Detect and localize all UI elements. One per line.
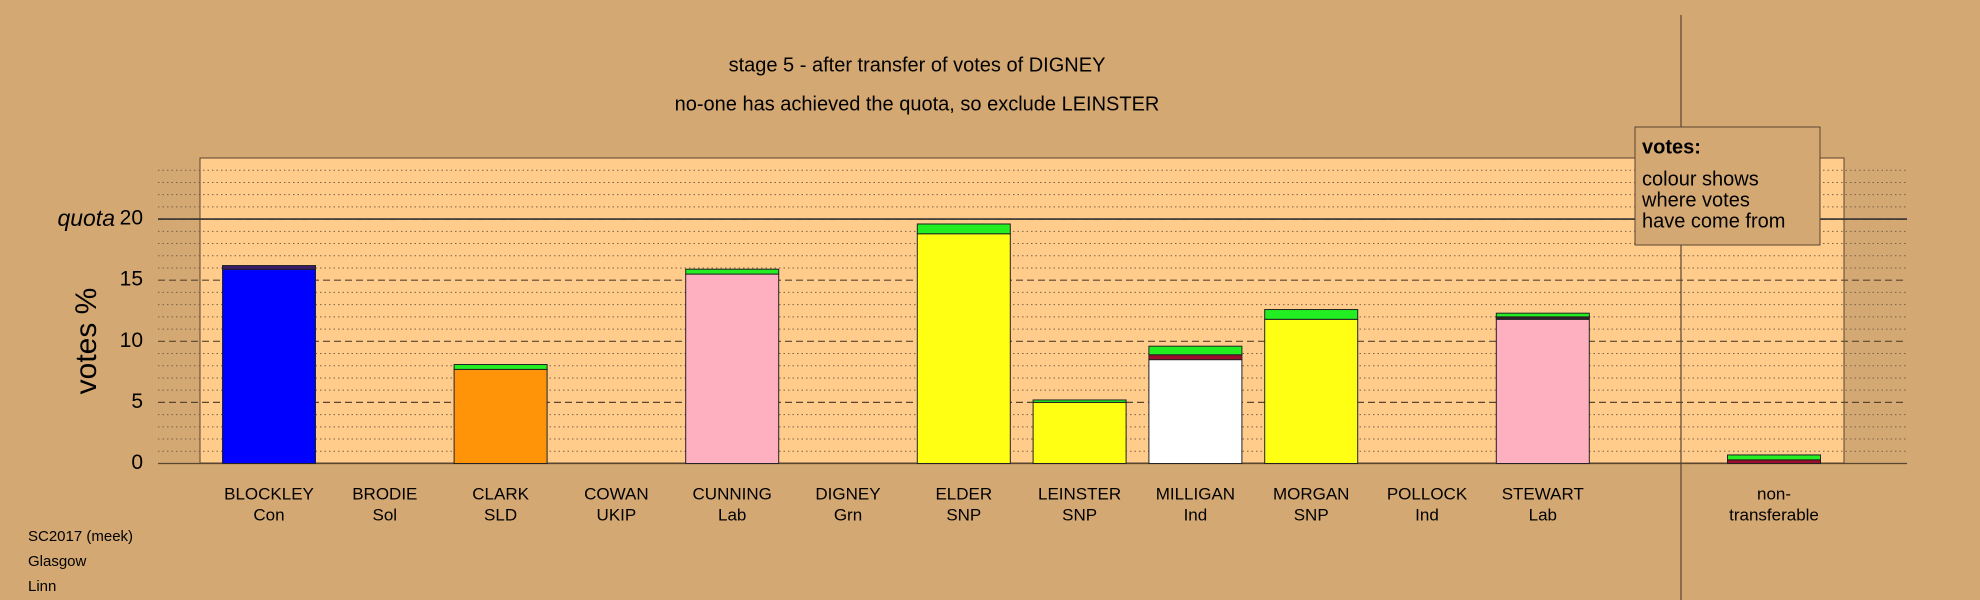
x-tick-label: Con [253,505,284,524]
y-tick-label: 5 [131,390,143,413]
x-tick-label: Lab [718,505,746,524]
bar-segment [1495,312,1590,318]
x-tick-label: SNP [1062,505,1097,524]
bar-segment [1264,318,1359,464]
note-title: votes: [1642,136,1701,158]
bar-segment [1264,309,1359,320]
x-tick-label: STEWART [1502,484,1584,503]
plot-area [199,157,1845,464]
note-box [1634,126,1821,246]
x-tick-label: non- [1757,484,1791,503]
x-tick-label: ELDER [935,484,992,503]
note-line: colour shows [1642,168,1759,190]
x-tick-label: BLOCKLEY [224,484,314,503]
x-tick-label: Ind [1184,505,1208,524]
footer-line: SC2017 (meek) [28,528,133,545]
bar-segment [685,273,780,464]
bar-segment [453,368,548,465]
x-tick-label: SNP [1294,505,1329,524]
x-tick-label: Lab [1529,505,1557,524]
y-tick-label: 20 [120,207,143,230]
y-tick-label: 15 [120,268,143,291]
x-tick-label: CUNNING [693,484,772,503]
y-tick-label: 10 [120,329,143,352]
footer-line: Glasgow [28,553,87,570]
note-line: have come from [1642,210,1785,232]
bar-segment [1148,345,1243,356]
x-tick-label: transferable [1729,505,1819,524]
chart-title: stage 5 - after transfer of votes of DIG… [729,54,1106,76]
bar-segment [1032,399,1127,403]
bar-segment [222,268,316,464]
bar-segment [1495,318,1590,464]
x-tick-label: SLD [484,505,517,524]
bar-segment [916,233,1011,464]
y-tick-label: 0 [131,451,143,474]
bar-segment [1727,454,1821,461]
x-tick-label: MILLIGAN [1156,484,1235,503]
y-axis-label: votes % [70,288,103,395]
bar-segment [222,265,316,270]
bar-segment [685,268,780,275]
bar-segment [1148,354,1243,361]
x-tick-label: POLLOCK [1387,484,1468,503]
x-tick-label: MORGAN [1273,484,1350,503]
x-tick-label: COWAN [584,484,649,503]
x-tick-label: LEINSTER [1038,484,1121,503]
x-tick-label: Grn [834,505,862,524]
x-tick-label: Sol [373,505,398,524]
bar-segment [453,364,548,370]
x-tick-label: BRODIE [352,484,417,503]
x-tick-label: Ind [1415,505,1439,524]
bar-segment [1727,459,1821,465]
footer-line: Linn [28,578,56,595]
bar-segment [1148,359,1243,465]
bar-segment [1032,401,1127,464]
note-line: where votes [1641,189,1750,211]
x-tick-label: UKIP [597,505,637,524]
x-tick-label: CLARK [472,484,529,503]
chart-subtitle: no-one has achieved the quota, so exclud… [675,93,1160,115]
quota-label: quota [57,205,115,231]
x-tick-label: SNP [946,505,981,524]
x-tick-label: DIGNEY [815,484,880,503]
bar-segment [916,223,1011,235]
bars: BLOCKLEY Con BRODIE Sol CLARK SLD COWAN UKIP CUN… [222,223,1821,524]
